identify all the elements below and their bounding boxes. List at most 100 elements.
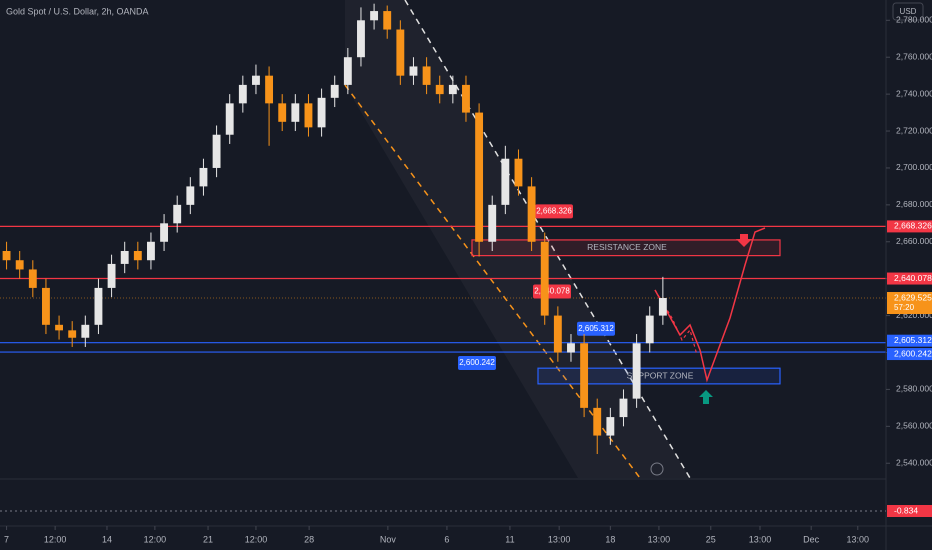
candle-body: [527, 186, 536, 242]
candle-body: [120, 250, 129, 264]
candle-body: [2, 250, 11, 261]
y-tick-label: 2,560.000: [896, 421, 932, 431]
candle-body: [160, 223, 169, 242]
level-callout-label: 2,640.078: [534, 287, 570, 296]
candle-body: [278, 103, 287, 122]
level-price-label: 2,600.242: [894, 348, 932, 358]
candle-body: [68, 330, 77, 338]
candle-body: [619, 398, 628, 418]
candle-body: [501, 158, 510, 205]
x-tick-label: 12:00: [245, 534, 268, 544]
level-callout: [458, 356, 496, 371]
y-tick-label: 2,540.000: [896, 457, 932, 467]
x-tick-label: 25: [706, 534, 716, 544]
y-tick-label: 2,580.000: [896, 384, 932, 394]
y-tick-label: 2,660.000: [896, 236, 932, 246]
level-price-tag: [887, 220, 932, 233]
level-price-label: 2,668.326: [894, 221, 932, 231]
zone-label: RESISTANCE ZONE: [587, 242, 667, 252]
x-tick-label: 21: [203, 534, 213, 544]
projection: [654, 227, 766, 383]
candle-body: [658, 298, 667, 316]
x-tick-label: Dec: [803, 534, 820, 544]
x-tick-label: 14: [102, 534, 112, 544]
candle-body: [317, 97, 326, 128]
x-tick-label: 11: [505, 534, 514, 544]
candle-body: [133, 250, 142, 261]
candle-body: [593, 407, 602, 436]
candle-body: [435, 84, 444, 95]
channel-fill: [345, 0, 690, 478]
zone: [537, 367, 781, 385]
x-tick-label: 13:00: [749, 534, 772, 544]
zone: [471, 239, 781, 257]
current-price-label: 2,629.525: [894, 292, 932, 302]
candle-body: [422, 66, 431, 85]
indicator-label: -0.834: [894, 505, 918, 515]
x-tick-label: Nov: [380, 534, 397, 544]
candle-body: [343, 57, 352, 85]
candle-body: [42, 287, 50, 325]
candle-body: [448, 84, 457, 95]
candle-body: [147, 241, 155, 261]
zone-label: SUPPORT ZONE: [627, 370, 694, 380]
candle-body: [462, 84, 470, 113]
y-tick-label: 2,680.000: [896, 199, 932, 209]
level-price-tag: [887, 348, 932, 361]
candle-body: [409, 66, 418, 76]
candle-body: [606, 417, 615, 436]
y-tick-label: 2,620.000: [896, 310, 932, 320]
candle-body: [94, 287, 103, 325]
candle-body: [265, 75, 274, 104]
candle-body: [632, 343, 641, 399]
level-price-tag: [887, 334, 932, 347]
level-callout: [535, 204, 573, 219]
currency-button[interactable]: [892, 2, 924, 21]
level-price-label: 2,605.312: [894, 335, 932, 345]
x-tick-label: 13:00: [648, 534, 671, 544]
candle-body: [396, 29, 405, 76]
candle-body: [252, 75, 260, 85]
y-tick-label: 2,760.000: [896, 51, 932, 61]
x-tick-label: 13:00: [847, 534, 870, 544]
candle-body: [357, 20, 365, 58]
level-callout-label: 2,600.242: [459, 358, 495, 367]
candle-body: [199, 167, 208, 187]
x-tick-label: 13:00: [548, 534, 571, 544]
x-tick-label: 18: [605, 534, 615, 544]
candle-body: [212, 134, 221, 168]
candle-body: [238, 84, 247, 104]
level-price-label: 2,640.078: [894, 273, 932, 283]
candle-body: [173, 204, 182, 224]
x-tick-label: 12:00: [144, 534, 167, 544]
icon: [650, 462, 664, 476]
x-tick-label: 12:00: [44, 534, 67, 544]
level-callout: [577, 321, 615, 336]
projection-dotted: [654, 289, 698, 356]
arrow-up: [699, 390, 713, 404]
candle-body: [383, 11, 392, 30]
x-tick-label: 6: [444, 534, 449, 544]
x-tick-label: 28: [304, 534, 314, 544]
candle-body: [488, 204, 497, 242]
candle-body: [475, 112, 484, 242]
candle-body: [580, 343, 589, 408]
chart-title: Gold Spot / U.S. Dollar, 2h, OANDA: [6, 6, 149, 16]
candle-body: [107, 263, 116, 288]
y-tick-label: 2,700.000: [896, 162, 932, 172]
y-tick-label: 2,780.000: [896, 15, 932, 25]
indicator-tag: [887, 505, 932, 517]
channel-lower: [344, 84, 641, 479]
candle-body: [567, 343, 575, 353]
candle-body: [81, 324, 90, 338]
candle-body: [186, 186, 195, 205]
candle-body: [28, 269, 37, 288]
arrow-down: [736, 234, 752, 247]
candle-body: [15, 260, 24, 270]
level-callout-label: 2,605.312: [578, 324, 614, 333]
candle-body: [553, 315, 562, 353]
candle-body: [330, 84, 339, 98]
candle-body: [370, 11, 379, 21]
